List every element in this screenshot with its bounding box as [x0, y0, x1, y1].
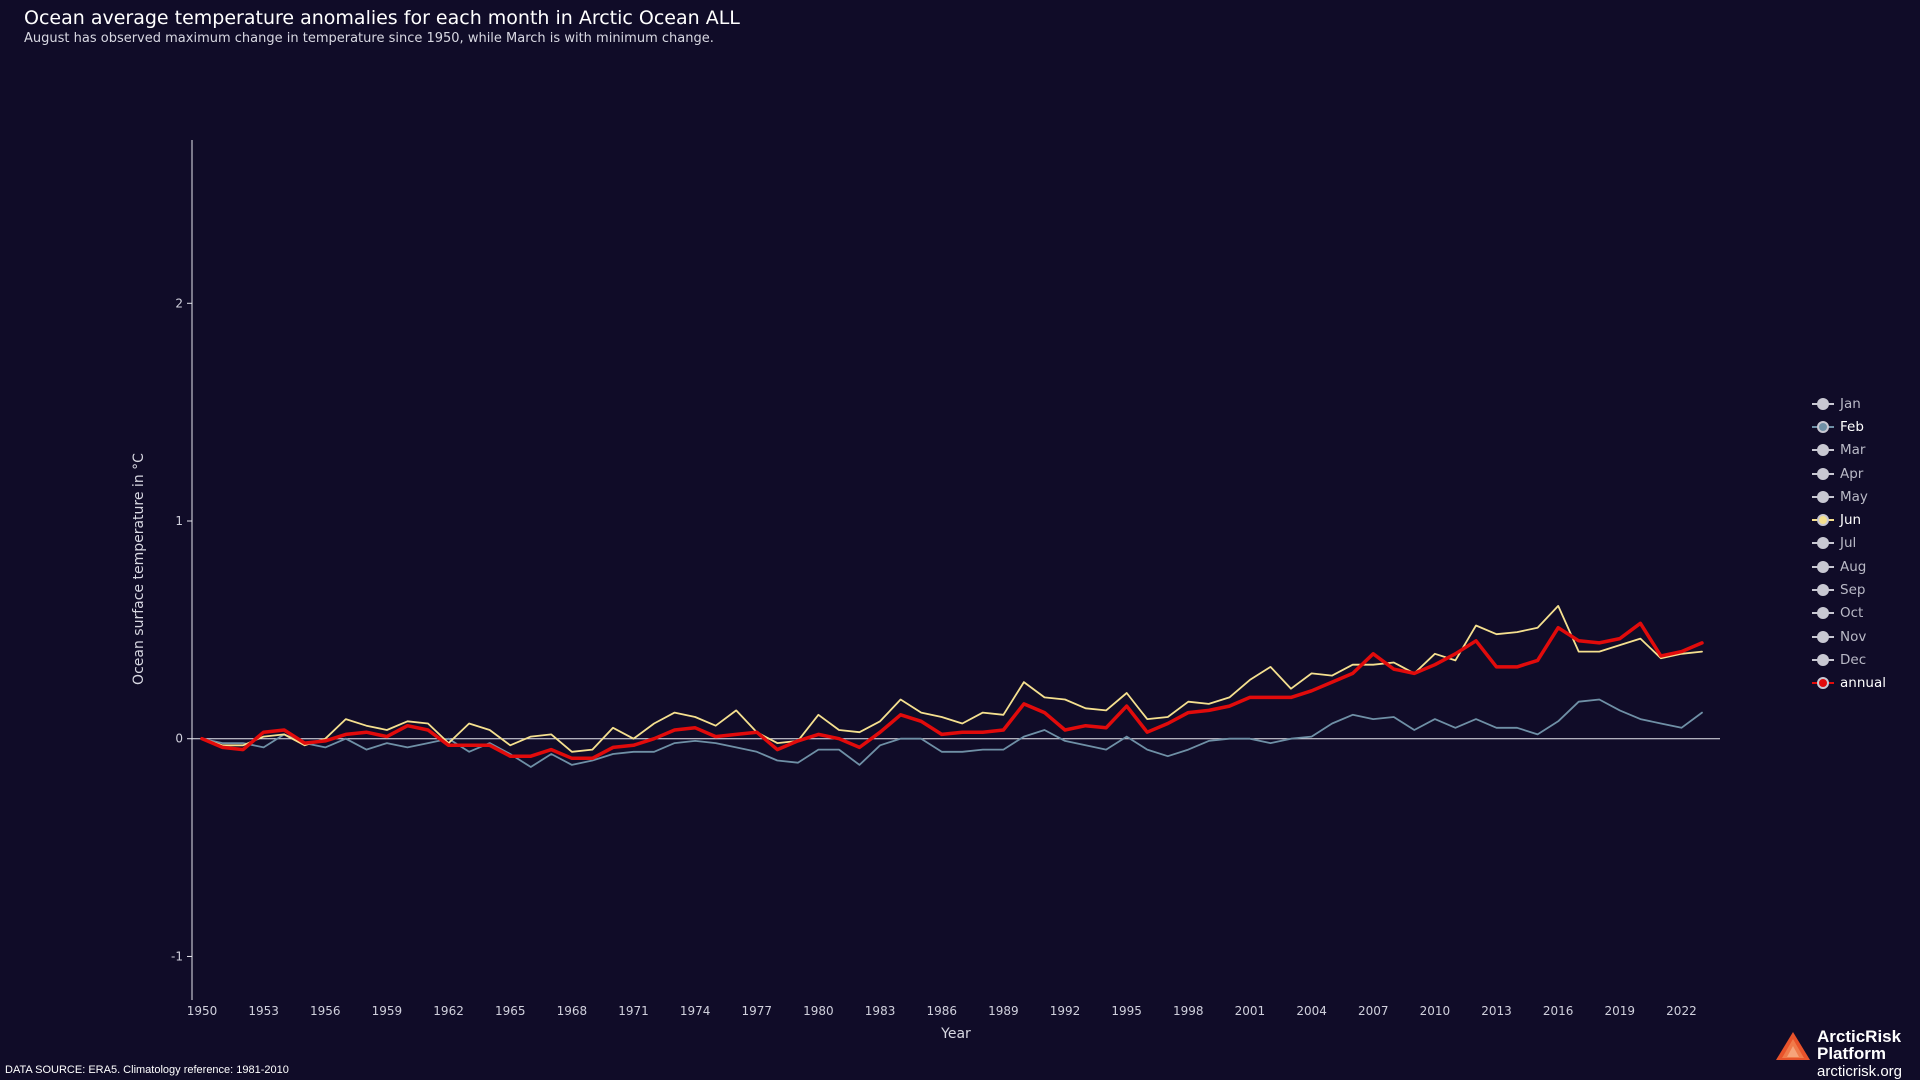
x-tick-label: 1980: [803, 1004, 834, 1018]
x-tick-label: 2013: [1481, 1004, 1512, 1018]
x-tick-label: 2016: [1543, 1004, 1574, 1018]
legend-item-oct[interactable]: Oct: [1811, 602, 1886, 625]
x-tick-label: 1962: [433, 1004, 464, 1018]
x-tick-label: 2007: [1358, 1004, 1389, 1018]
x-tick-label: 2019: [1605, 1004, 1636, 1018]
brand-name-line1: ArcticRisk: [1816, 1027, 1902, 1046]
chart-title: Ocean average temperature anomalies for …: [24, 7, 740, 29]
x-tick-label: 1953: [248, 1004, 279, 1018]
arcticrisk-logo-icon: [1775, 1032, 1810, 1060]
x-tick-label: 1965: [495, 1004, 526, 1018]
legend-marker-icon: [1811, 443, 1835, 457]
x-tick-label: 2022: [1666, 1004, 1697, 1018]
x-tick-label: 1998: [1173, 1004, 1204, 1018]
legend-marker-icon: [1811, 653, 1835, 667]
brand-name-line2: Platform: [1816, 1044, 1886, 1063]
legend-item-mar[interactable]: Mar: [1811, 439, 1886, 462]
y-tick-label: 1: [175, 514, 183, 528]
legend-marker-icon: [1811, 490, 1835, 504]
legend-marker-icon: [1811, 513, 1835, 527]
chart-series: [200, 605, 1704, 768]
x-tick-label: 1983: [865, 1004, 896, 1018]
x-tick-label: 2004: [1296, 1004, 1327, 1018]
legend-label: annual: [1840, 675, 1886, 692]
x-tick-label: 2010: [1420, 1004, 1451, 1018]
y-tick-label: 2: [175, 296, 183, 310]
legend-label: Aug: [1840, 558, 1867, 575]
legend-label: Feb: [1840, 418, 1864, 435]
x-tick-label: 1968: [557, 1004, 588, 1018]
legend-marker-icon: [1811, 536, 1835, 550]
legend-label: Jul: [1840, 535, 1857, 552]
brand-url-link[interactable]: arcticrisk.org: [1816, 1063, 1902, 1080]
chart-axes: -1 0 1 2 1950 1953 1956 1959 1962 1965 1968 1971 197…: [171, 140, 1720, 1018]
legend-item-jul[interactable]: Jul: [1811, 532, 1886, 555]
legend-item-feb[interactable]: Feb: [1811, 415, 1886, 438]
legend-marker-icon: [1811, 606, 1835, 620]
legend-label: Jan: [1840, 395, 1861, 412]
x-tick-label: 1986: [926, 1004, 957, 1018]
x-tick-label: 1977: [742, 1004, 773, 1018]
legend-item-aug[interactable]: Aug: [1811, 555, 1886, 578]
legend-marker-icon: [1811, 397, 1835, 411]
legend-item-may[interactable]: May: [1811, 485, 1886, 508]
y-axis-title: Ocean surface temperature in °C: [131, 453, 147, 685]
y-tick-label: -1: [171, 949, 183, 963]
data-source-note: DATA SOURCE: ERA5. Climatology reference…: [5, 1064, 289, 1076]
x-tick-label: 1995: [1111, 1004, 1142, 1018]
x-tick-label: 1992: [1050, 1004, 1081, 1018]
x-tick-label: 1959: [372, 1004, 403, 1018]
y-tick-label: 0: [175, 732, 183, 746]
legend-label: Dec: [1840, 651, 1867, 668]
x-axis-title: Year: [940, 1026, 971, 1042]
legend-label: Mar: [1840, 442, 1866, 459]
legend-item-sep[interactable]: Sep: [1811, 578, 1886, 601]
x-tick-label: 2001: [1235, 1004, 1266, 1018]
legend-label: Jun: [1840, 512, 1862, 529]
series-line-jun: [201, 605, 1703, 753]
legend-item-nov[interactable]: Nov: [1811, 625, 1886, 648]
x-tick-label: 1989: [988, 1004, 1019, 1018]
brand-block[interactable]: ArcticRisk Platform arcticrisk.org: [1775, 1027, 1902, 1080]
legend-marker-icon: [1811, 676, 1835, 690]
legend-marker-icon: [1811, 560, 1835, 574]
legend-item-jun[interactable]: Jun: [1811, 508, 1886, 531]
legend-label: Oct: [1840, 605, 1864, 622]
legend-item-annual[interactable]: annual: [1811, 672, 1886, 695]
legend-marker-icon: [1811, 467, 1835, 481]
legend-item-jan[interactable]: Jan: [1811, 392, 1886, 415]
legend-label: May: [1840, 488, 1868, 505]
legend-label: Nov: [1840, 628, 1867, 645]
x-tick-label: 1956: [310, 1004, 341, 1018]
legend-item-apr[interactable]: Apr: [1811, 462, 1886, 485]
x-tick-label: 1950: [187, 1004, 218, 1018]
x-tick-label: 1974: [680, 1004, 711, 1018]
chart-legend: Jan Feb Mar Apr May Jun Jul Aug Sep Oct Nov Dec annu…: [1811, 392, 1886, 695]
legend-label: Apr: [1840, 465, 1864, 482]
chart-subtitle: August has observed maximum change in te…: [24, 31, 714, 46]
legend-label: Sep: [1840, 582, 1866, 599]
legend-marker-icon: [1811, 583, 1835, 597]
legend-marker-icon: [1811, 630, 1835, 644]
legend-marker-icon: [1811, 420, 1835, 434]
x-tick-label: 1971: [618, 1004, 649, 1018]
legend-item-dec[interactable]: Dec: [1811, 648, 1886, 671]
series-line-annual: [200, 621, 1704, 761]
